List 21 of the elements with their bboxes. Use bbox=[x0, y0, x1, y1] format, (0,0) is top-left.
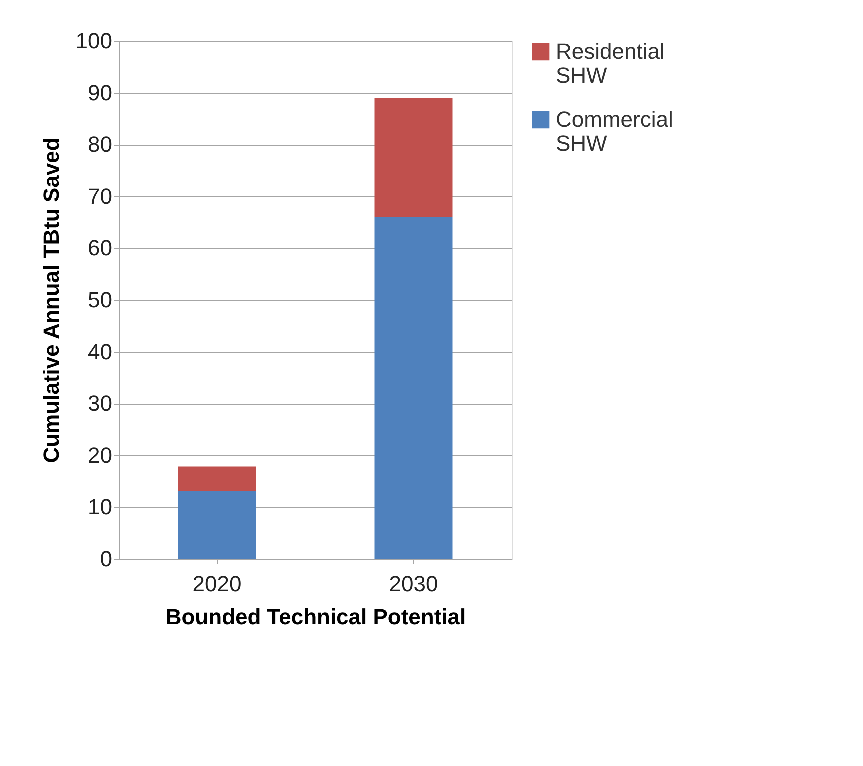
legend-label: Residential SHW bbox=[556, 39, 665, 88]
legend-label: Commercial SHW bbox=[556, 107, 674, 156]
x-axis-title: Bounded Technical Potential bbox=[166, 604, 466, 630]
y-tick-label: 80 bbox=[88, 132, 112, 158]
y-tick-label: 70 bbox=[88, 184, 112, 209]
x-tick-label: 2020 bbox=[192, 572, 242, 596]
y-tick-label: 20 bbox=[88, 442, 112, 468]
y-tick-label: 60 bbox=[88, 236, 112, 261]
bar bbox=[178, 466, 256, 492]
y-tick-label: 40 bbox=[88, 339, 112, 364]
y-tick-label: 50 bbox=[88, 288, 112, 312]
bar bbox=[374, 98, 453, 218]
y-tick-label: 10 bbox=[88, 494, 112, 520]
bar bbox=[374, 217, 453, 559]
x-tick-label: 2030 bbox=[389, 572, 438, 596]
y-axis-title: Cumulative Annual TBtu Saved bbox=[38, 138, 64, 464]
y-tick-label: 30 bbox=[88, 391, 112, 416]
y-tick-label: 90 bbox=[88, 80, 112, 106]
bar bbox=[178, 491, 256, 559]
y-tick-label: 100 bbox=[76, 28, 112, 54]
y-tick-label: 0 bbox=[100, 546, 112, 572]
